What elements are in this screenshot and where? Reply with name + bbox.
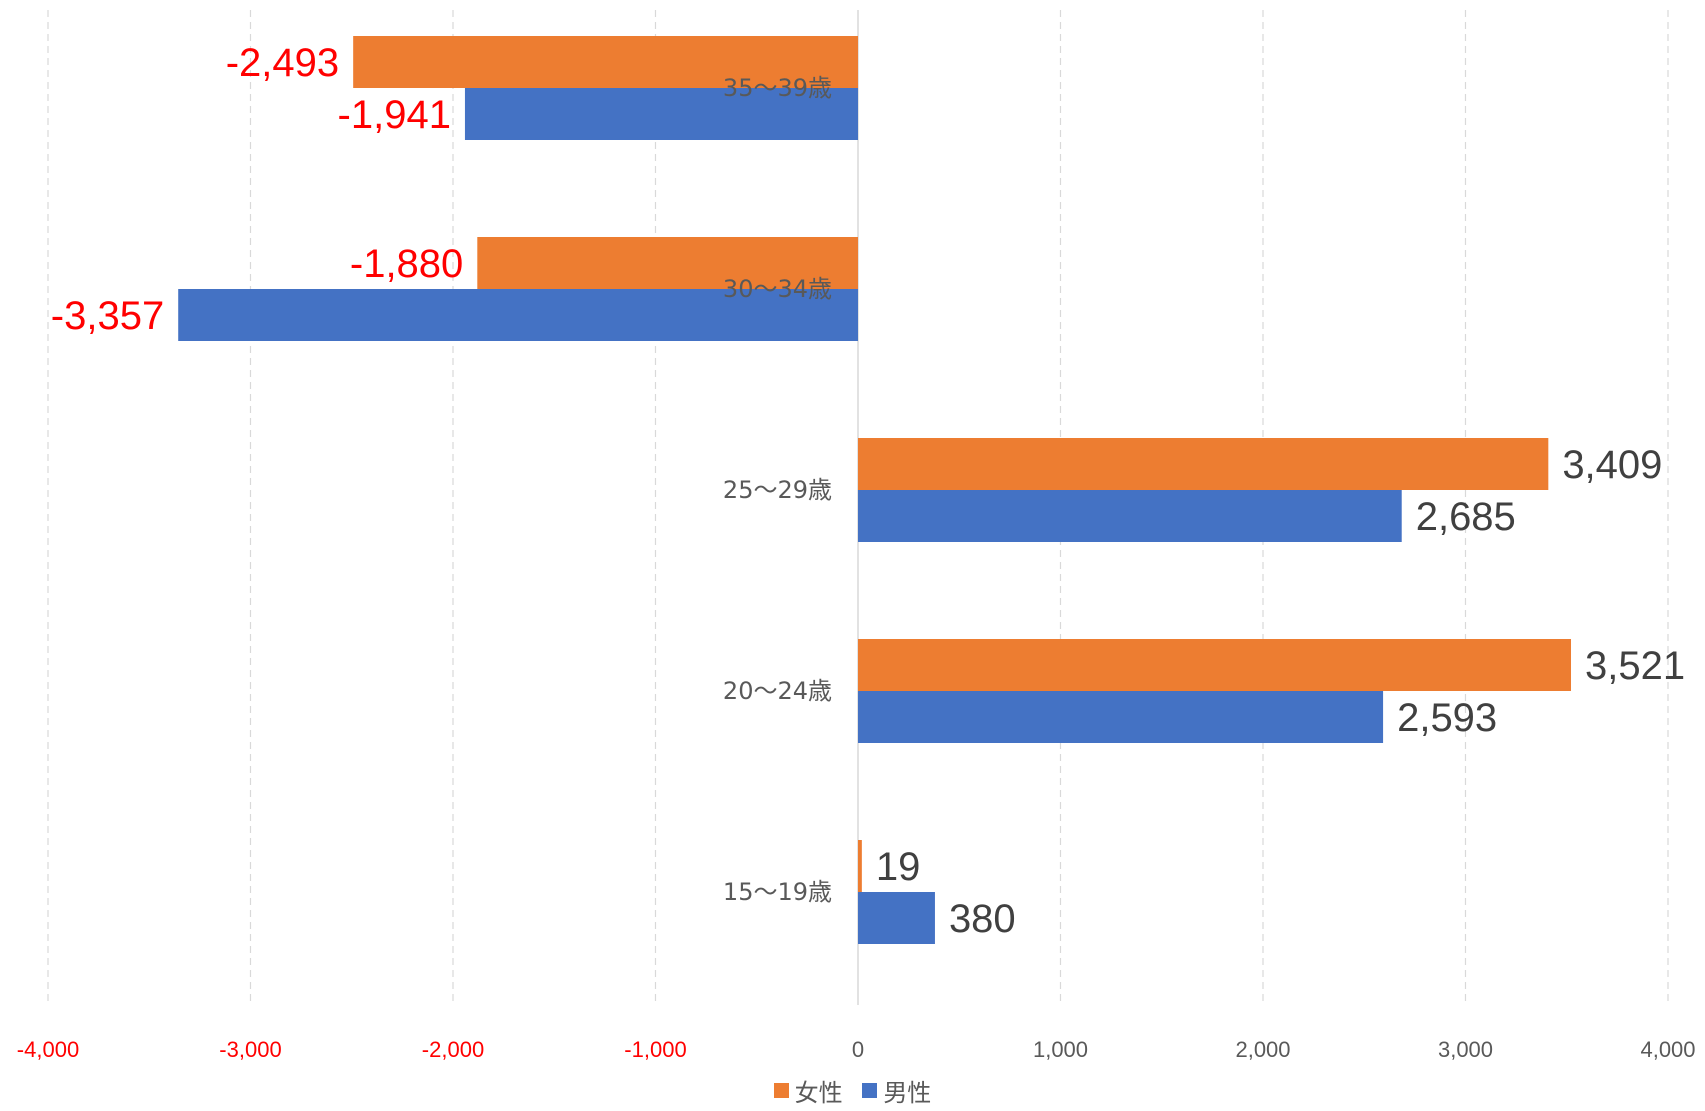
data-labels: -2,493 -1,941 -1,880 -3,357 3,409 2,685 3,521 2… [51,41,1685,941]
data-label: 2,685 [1416,495,1516,539]
category-label: 20〜24歳 [723,677,832,705]
bar-female [353,36,858,88]
category-label: 15〜19歳 [723,878,832,906]
x-tick-label: 0 [852,1037,864,1062]
bar-marks [178,36,1572,944]
x-tick-label: -4,000 [17,1037,79,1062]
legend-label-male: 男性 [883,1079,932,1107]
bar-female [858,840,862,892]
data-label: 2,593 [1397,696,1497,740]
legend-swatch-female [773,1083,789,1098]
bar-female [477,237,858,289]
x-tick-label: -1,000 [624,1037,686,1062]
bar-male [178,289,858,341]
x-tick-label: -3,000 [219,1037,281,1062]
bar-male [858,892,935,944]
data-label: 3,409 [1562,443,1662,487]
x-tick-label: 3,000 [1438,1037,1493,1062]
bar-female [858,639,1572,691]
category-label: 25〜29歳 [723,476,832,504]
bar-male [858,691,1384,743]
category-label: 35〜39歳 [723,74,832,102]
x-axis-tick-labels: -4,000 -3,000 -2,000 -1,000 0 1,000 2,000 3,000… [17,1037,1696,1062]
legend-item-male: 男性 [862,1073,931,1108]
data-label: -1,880 [350,242,463,286]
population-change-bar-chart: 35〜39歳 30〜34歳 25〜29歳 20〜24歳 15〜19歳 -2,493 -1,… [17,10,1696,1062]
data-label: 19 [876,845,921,889]
legend-item-female: 女性 [773,1073,843,1108]
legend-label-female: 女性 [794,1079,843,1107]
x-tick-label: 2,000 [1235,1037,1290,1062]
data-label: -1,941 [338,93,451,137]
category-labels: 35〜39歳 30〜34歳 25〜29歳 20〜24歳 15〜19歳 [723,74,832,906]
legend: 女性 男性 [0,1073,1705,1108]
data-label: 380 [949,897,1016,941]
x-tick-label: -2,000 [422,1037,484,1062]
bar-male [858,490,1402,542]
x-tick-label: 1,000 [1033,1037,1088,1062]
legend-swatch-male [862,1083,878,1098]
data-label: -2,493 [226,41,339,85]
bar-female [858,438,1549,490]
data-label: -3,357 [51,294,164,338]
bar-male [464,88,858,140]
category-label: 30〜34歳 [723,275,832,303]
x-tick-label: 4,000 [1640,1037,1695,1062]
data-label: 3,521 [1585,644,1685,688]
